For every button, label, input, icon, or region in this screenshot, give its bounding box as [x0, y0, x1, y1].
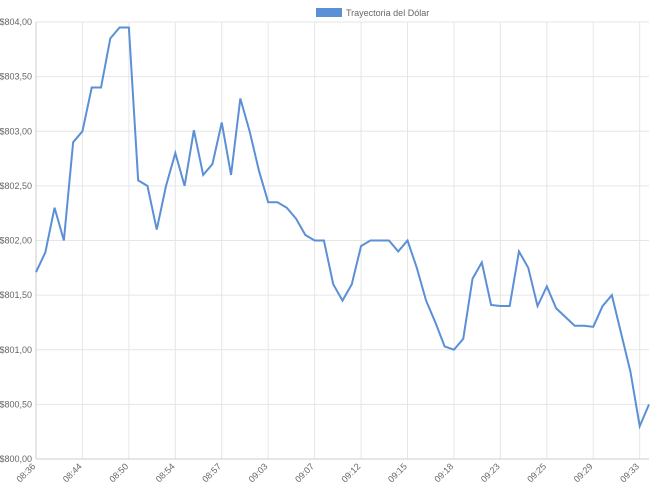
- y-tick-label: $802,00: [0, 236, 32, 246]
- y-tick-label: $804,00: [0, 17, 32, 27]
- y-tick-label: $800,50: [0, 399, 32, 409]
- x-tick-label: 09:23: [479, 461, 502, 484]
- x-tick-label: 08:44: [61, 461, 84, 484]
- y-tick-label: $803,00: [0, 126, 32, 136]
- x-tick-label: 09:07: [293, 461, 316, 484]
- x-tick-label: 09:15: [386, 461, 409, 484]
- x-tick-label: 09:18: [432, 461, 455, 484]
- x-tick-label: 08:54: [154, 461, 177, 484]
- y-tick-label: $801,50: [0, 290, 32, 300]
- x-tick-label: 09:33: [618, 461, 641, 484]
- x-tick-label: 08:36: [14, 461, 37, 484]
- x-tick-label: 08:50: [107, 461, 130, 484]
- legend-swatch: [316, 8, 342, 17]
- x-tick-label: 09:25: [525, 461, 548, 484]
- y-tick-label: $803,50: [0, 72, 32, 82]
- line-series: [35, 26, 650, 430]
- y-tick-label: $801,00: [0, 345, 32, 355]
- x-tick-label: 08:57: [200, 461, 223, 484]
- x-tick-label: 09:12: [339, 461, 362, 484]
- y-tick-label: $800,00: [0, 454, 32, 464]
- x-tick-label: 09:29: [572, 461, 595, 484]
- x-tick-label: 09:03: [247, 461, 270, 484]
- legend-label: Trayectoria del Dólar: [346, 8, 429, 18]
- y-tick-label: $802,50: [0, 181, 32, 191]
